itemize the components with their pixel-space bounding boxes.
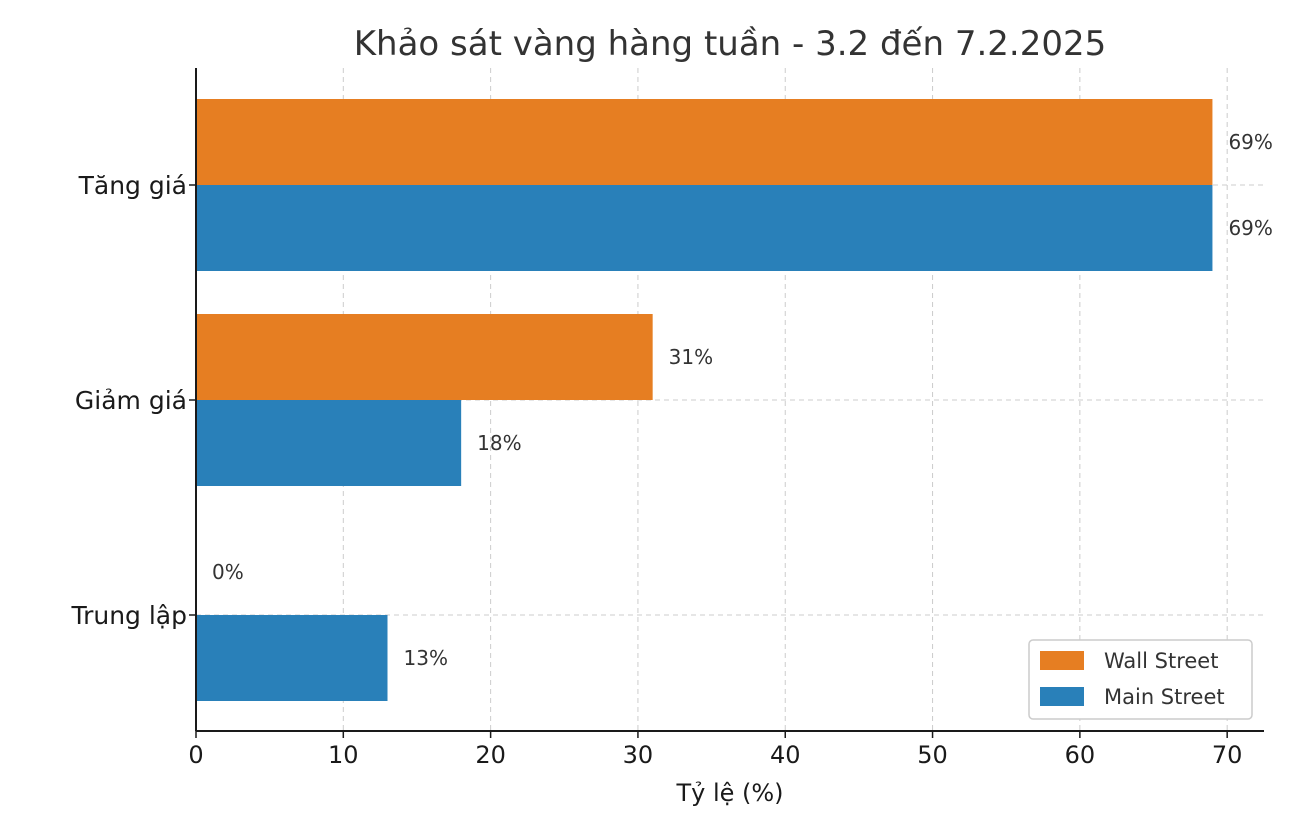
bar-wall-street xyxy=(196,314,653,400)
category-label: Trung lập xyxy=(70,601,187,630)
data-label: 69% xyxy=(1228,130,1272,154)
x-tick-label: 70 xyxy=(1212,741,1243,769)
bar-main-street xyxy=(196,400,462,486)
x-tick-label: 10 xyxy=(328,741,359,769)
bars xyxy=(196,99,1213,701)
x-tick-label: 0 xyxy=(188,741,203,769)
ticks: 0 10 20 30 40 50 60 70 Tăng giá Giảm giá Trung lập xyxy=(70,171,1242,769)
x-tick-label: 20 xyxy=(475,741,506,769)
bar-wall-street xyxy=(196,99,1213,185)
x-tick-label: 60 xyxy=(1065,741,1096,769)
x-axis-title: Tỷ lệ (%) xyxy=(675,779,783,807)
legend-swatch-wall-street xyxy=(1040,651,1084,670)
data-label: 13% xyxy=(404,646,448,670)
legend-label-wall-street: Wall Street xyxy=(1104,649,1218,673)
x-tick-label: 50 xyxy=(917,741,948,769)
data-label: 18% xyxy=(477,431,521,455)
data-label: 0% xyxy=(212,560,244,584)
legend: Wall Street Main Street xyxy=(1028,639,1253,720)
data-labels: 69% 31% 0% 69% 18% 13% xyxy=(212,130,1273,670)
legend-label-main-street: Main Street xyxy=(1104,685,1225,709)
legend-swatch-main-street xyxy=(1040,687,1084,706)
x-tick-label: 30 xyxy=(623,741,654,769)
data-label: 31% xyxy=(669,345,713,369)
category-label: Tăng giá xyxy=(78,171,187,200)
category-label: Giảm giá xyxy=(75,386,187,415)
chart-title: Khảo sát vàng hàng tuần - 3.2 đến 7.2.20… xyxy=(354,24,1106,64)
data-label: 69% xyxy=(1228,216,1272,240)
bar-main-street xyxy=(196,615,388,701)
bar-main-street xyxy=(196,185,1213,271)
legend-box xyxy=(1028,639,1253,720)
x-tick-label: 40 xyxy=(770,741,801,769)
